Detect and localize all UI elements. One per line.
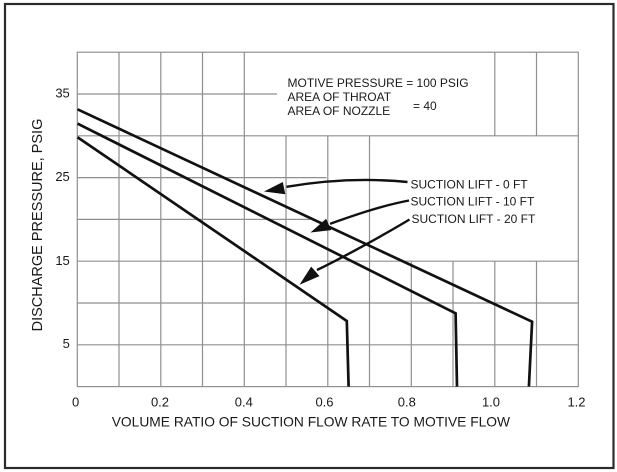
svg-text:25: 25 xyxy=(55,169,69,184)
svg-text:5: 5 xyxy=(63,336,70,351)
svg-text:AREA OF THROAT: AREA OF THROAT xyxy=(288,90,392,104)
svg-text:SUCTION LIFT - 0 FT: SUCTION LIFT - 0 FT xyxy=(411,178,529,192)
svg-text:15: 15 xyxy=(55,253,69,268)
svg-text:0: 0 xyxy=(72,395,79,410)
svg-text:SUCTION LIFT - 10 FT: SUCTION LIFT - 10 FT xyxy=(411,195,535,209)
svg-text:1.2: 1.2 xyxy=(567,395,585,410)
svg-text:= 40: = 40 xyxy=(413,99,437,113)
svg-text:0.8: 0.8 xyxy=(398,395,416,410)
svg-text:AREA OF NOZZLE: AREA OF NOZZLE xyxy=(288,104,391,118)
svg-text:MOTIVE PRESSURE = 100 PSIG: MOTIVE PRESSURE = 100 PSIG xyxy=(288,76,469,90)
svg-text:1.0: 1.0 xyxy=(482,395,500,410)
svg-text:0.6: 0.6 xyxy=(315,395,333,410)
svg-text:0.2: 0.2 xyxy=(151,395,169,410)
svg-text:0.4: 0.4 xyxy=(235,395,253,410)
svg-text:35: 35 xyxy=(55,86,69,101)
svg-text:VOLUME RATIO OF SUCTION FLOW R: VOLUME RATIO OF SUCTION FLOW RATE TO MOT… xyxy=(112,415,510,430)
svg-text:SUCTION LIFT - 20 FT: SUCTION LIFT - 20 FT xyxy=(412,212,536,226)
svg-text:DISCHARGE PRESSURE, PSIG: DISCHARGE PRESSURE, PSIG xyxy=(30,119,46,332)
